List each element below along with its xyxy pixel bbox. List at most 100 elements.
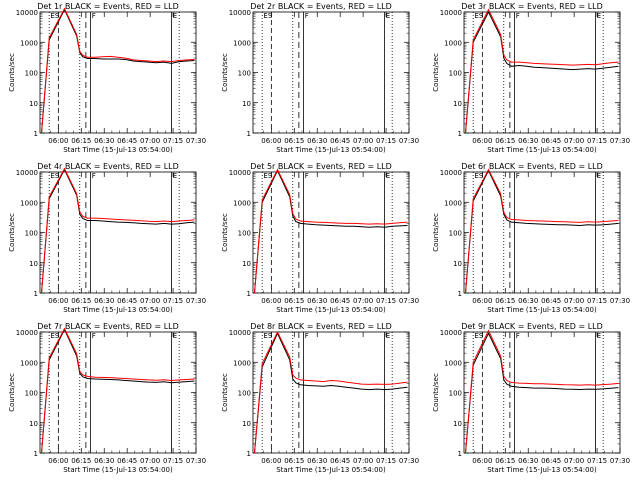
series-lld-line bbox=[42, 169, 195, 293]
x-tick-label: 07:00 bbox=[353, 457, 373, 465]
x-tick-label: 06:30 bbox=[518, 297, 538, 305]
x-tick-label: 06:45 bbox=[330, 137, 350, 145]
y-tick-label: 100 bbox=[25, 390, 38, 398]
time-marker-label: F bbox=[92, 172, 96, 180]
x-tick-label: 07:30 bbox=[186, 457, 206, 465]
detector-panel: Det 4r BLACK = Events, RED = LLD 1 10 100 10… bbox=[8, 162, 206, 314]
y-tick-label: 1 bbox=[34, 290, 38, 298]
x-tick-label: 07:00 bbox=[140, 297, 160, 305]
x-tick-label: 06:45 bbox=[117, 297, 137, 305]
y-tick-label: 1 bbox=[34, 450, 38, 458]
plot-frame bbox=[39, 171, 197, 294]
time-marker-label: F bbox=[305, 172, 309, 180]
detector-panel: Det 9r BLACK = Events, RED = LLD 1 10 100 10… bbox=[432, 322, 630, 474]
time-marker-label: E bbox=[173, 12, 177, 20]
y-axis-label: Counts/sec bbox=[8, 53, 16, 92]
y-tick-label: 10 bbox=[29, 420, 38, 428]
x-tick-label: 07:00 bbox=[564, 457, 584, 465]
y-tick-label: 1 bbox=[247, 130, 251, 138]
x-tick-label: 06:00 bbox=[48, 457, 68, 465]
time-marker-label: ES bbox=[474, 12, 483, 20]
x-tick-label: 07:15 bbox=[376, 457, 396, 465]
panel-title: Det 5r BLACK = Events, RED = LLD bbox=[250, 162, 392, 171]
x-axis-label: Start Time (15-Jul-13 05:54:00) bbox=[487, 146, 597, 154]
x-axis-label: Start Time (15-Jul-13 05:54:00) bbox=[276, 306, 386, 314]
x-tick-label: 06:15 bbox=[71, 297, 91, 305]
x-tick-label: 06:00 bbox=[261, 297, 281, 305]
x-tick-label: 06:15 bbox=[284, 457, 304, 465]
y-tick-label: 100 bbox=[238, 70, 251, 78]
y-tick-label: 1 bbox=[458, 290, 462, 298]
y-tick-label: 10 bbox=[242, 420, 251, 428]
y-tick-label: 10000 bbox=[440, 329, 462, 337]
time-marker-label: ES bbox=[474, 172, 483, 180]
y-tick-label: 10 bbox=[453, 260, 462, 268]
x-tick-label: 06:15 bbox=[495, 297, 515, 305]
series-lld-line bbox=[255, 332, 408, 453]
time-marker-label: E bbox=[173, 332, 177, 340]
panel-title: Det 2r BLACK = Events, RED = LLD bbox=[250, 2, 392, 11]
y-tick-label: 100 bbox=[449, 230, 462, 238]
y-tick-label: 10000 bbox=[16, 169, 38, 177]
x-tick-label: 07:15 bbox=[587, 137, 607, 145]
x-tick-label: 06:00 bbox=[472, 137, 492, 145]
detector-panel: Det 8r BLACK = Events, RED = LLD 1 10 100 10… bbox=[221, 322, 419, 474]
time-marker-label: ES bbox=[263, 332, 272, 340]
x-tick-label: 06:30 bbox=[307, 297, 327, 305]
panel-title: Det 8r BLACK = Events, RED = LLD bbox=[250, 322, 392, 331]
y-tick-label: 10 bbox=[242, 100, 251, 108]
y-tick-label: 1000 bbox=[444, 199, 462, 207]
x-tick-label: 06:00 bbox=[48, 297, 68, 305]
y-tick-label: 10 bbox=[453, 420, 462, 428]
y-tick-label: 1 bbox=[458, 130, 462, 138]
y-tick-label: 100 bbox=[238, 390, 251, 398]
x-tick-label: 07:00 bbox=[353, 137, 373, 145]
time-marker-label: F bbox=[92, 332, 96, 340]
x-tick-label: 06:45 bbox=[330, 457, 350, 465]
x-tick-label: 07:30 bbox=[399, 297, 419, 305]
y-tick-label: 10000 bbox=[229, 329, 251, 337]
detector-panel: Det 1r BLACK = Events, RED = LLD 1 10 100 10… bbox=[8, 2, 206, 154]
x-tick-label: 06:15 bbox=[284, 297, 304, 305]
time-marker-label: E bbox=[173, 172, 177, 180]
detector-panel: Det 3r BLACK = Events, RED = LLD 1 10 100 10… bbox=[432, 2, 630, 154]
time-marker-label: ES bbox=[474, 332, 483, 340]
x-tick-label: 06:30 bbox=[307, 457, 327, 465]
series-lld-line bbox=[42, 9, 195, 133]
x-tick-label: 07:15 bbox=[376, 297, 396, 305]
x-axis-label: Start Time (15-Jul-13 05:54:00) bbox=[487, 466, 597, 474]
x-tick-label: 06:30 bbox=[518, 457, 538, 465]
time-marker-label: ES bbox=[50, 12, 59, 20]
y-axis-label: Counts/sec bbox=[221, 373, 229, 412]
time-marker-label: F bbox=[516, 172, 520, 180]
x-axis-label: Start Time (15-Jul-13 05:54:00) bbox=[63, 306, 173, 314]
detector-panel: Det 6r BLACK = Events, RED = LLD 1 10 100 10… bbox=[432, 162, 630, 314]
x-tick-label: 06:30 bbox=[307, 137, 327, 145]
y-tick-label: 10000 bbox=[16, 329, 38, 337]
x-tick-label: 07:30 bbox=[610, 137, 630, 145]
time-marker-label: F bbox=[516, 332, 520, 340]
x-tick-label: 07:30 bbox=[399, 457, 419, 465]
x-tick-label: 06:15 bbox=[71, 137, 91, 145]
plot-frame bbox=[252, 11, 410, 134]
series-lld-line bbox=[466, 10, 619, 133]
x-tick-label: 07:30 bbox=[610, 297, 630, 305]
detector-panel: Det 5r BLACK = Events, RED = LLD 1 10 100 10… bbox=[221, 162, 419, 314]
y-tick-label: 100 bbox=[238, 230, 251, 238]
x-axis-label: Start Time (15-Jul-13 05:54:00) bbox=[276, 466, 386, 474]
time-marker-label: E bbox=[597, 172, 601, 180]
x-tick-label: 06:00 bbox=[48, 137, 68, 145]
series-lld-line bbox=[255, 170, 408, 293]
x-tick-label: 06:15 bbox=[284, 137, 304, 145]
panel-title: Det 9r BLACK = Events, RED = LLD bbox=[461, 322, 603, 331]
y-tick-label: 100 bbox=[25, 70, 38, 78]
x-tick-label: 06:00 bbox=[472, 457, 492, 465]
time-marker-label: E bbox=[386, 12, 390, 20]
x-tick-label: 07:15 bbox=[163, 457, 183, 465]
plot-frame bbox=[463, 171, 621, 294]
x-tick-label: 06:45 bbox=[541, 457, 561, 465]
x-tick-label: 07:15 bbox=[587, 457, 607, 465]
x-tick-label: 06:45 bbox=[117, 457, 137, 465]
y-tick-label: 1 bbox=[247, 450, 251, 458]
